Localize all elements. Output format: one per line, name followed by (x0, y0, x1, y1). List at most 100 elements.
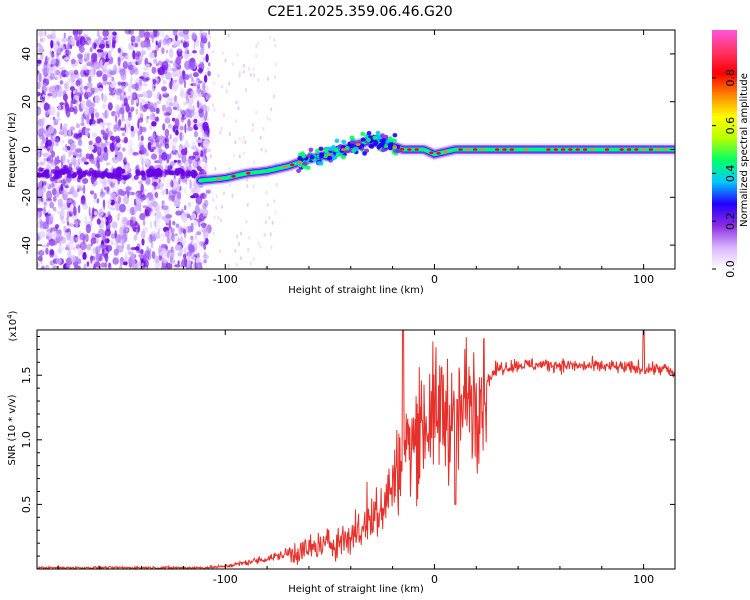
noise-blob (142, 71, 146, 79)
noise-blob (135, 99, 139, 104)
noise-blob (155, 63, 159, 67)
noise-blob (154, 191, 159, 198)
faint-blob (260, 147, 263, 152)
cb-tick-label: 0.4 (724, 165, 737, 183)
noise-blob (140, 50, 144, 58)
noise-blob (173, 198, 181, 208)
faint-blob (203, 105, 206, 110)
noise-blob (115, 187, 119, 195)
noise-blob (207, 136, 210, 144)
noise-blob (75, 92, 81, 96)
faint-blob (227, 263, 230, 268)
noise-blob (133, 205, 141, 212)
faint-blob (238, 136, 241, 141)
noise-blob (130, 98, 135, 106)
faint-blob (252, 122, 254, 127)
faint-blob (269, 232, 272, 237)
noise-blob (77, 248, 82, 257)
ridge-core (216, 177, 222, 181)
noise-blob (198, 63, 203, 69)
noise-blob (168, 123, 172, 129)
noise-blob (126, 203, 131, 214)
noise-blob (37, 222, 41, 228)
noise-blob (112, 31, 117, 36)
noise-blob (120, 222, 124, 226)
noise-band-blob (43, 170, 49, 176)
noise-blob (143, 128, 146, 133)
noise-blob (101, 92, 104, 101)
faint-blob (259, 135, 262, 140)
noise-blob (104, 109, 109, 119)
noise-blob (149, 105, 154, 113)
noise-blob (90, 159, 96, 164)
noise-blob (160, 243, 166, 249)
noise-blob (187, 126, 194, 132)
noise-blob (153, 93, 158, 100)
ridge-blob (334, 138, 340, 143)
noise-blob (63, 188, 68, 195)
noise-blob (100, 121, 103, 128)
noise-blob (173, 136, 179, 143)
noise-blob (115, 215, 120, 219)
noise-blob (71, 71, 74, 78)
noise-blob (145, 260, 149, 268)
noise-blob (164, 243, 168, 250)
ridge-core (392, 145, 397, 149)
noise-blob (125, 185, 131, 195)
snr-ytick-label: 0.5 (20, 496, 33, 514)
noise-blob (61, 155, 66, 165)
noise-blob (39, 250, 44, 255)
noise-blob (196, 139, 203, 143)
noise-blob (180, 36, 183, 44)
ridge-blob (384, 139, 390, 144)
noise-blob (62, 127, 68, 137)
noise-blob (173, 159, 177, 163)
faint-blob (237, 106, 240, 111)
noise-blob (117, 47, 122, 54)
faint-blob (222, 191, 225, 196)
noise-blob (159, 30, 165, 38)
noise-blob (80, 84, 83, 92)
noise-blob (55, 70, 61, 81)
noise-blob (132, 60, 136, 66)
noise-blob (64, 49, 72, 56)
noise-blob (187, 108, 195, 118)
noise-blob (207, 62, 211, 67)
noise-blob (106, 262, 109, 266)
faint-blob (274, 210, 277, 215)
noise-blob (37, 81, 41, 90)
noise-blob (183, 205, 187, 211)
spec-ytick-label: 0 (20, 146, 33, 153)
noise-blob (123, 228, 129, 238)
noise-blob (117, 195, 122, 204)
noise-blob (136, 266, 143, 269)
noise-blob (102, 73, 108, 82)
noise-blob (171, 232, 175, 242)
noise-blob (46, 139, 52, 147)
noise-blob (138, 180, 143, 185)
noise-blob (134, 82, 139, 92)
noise-blob (149, 220, 152, 230)
noise-blob (69, 126, 76, 131)
noise-blob (51, 188, 57, 196)
snr-ytick-label: 1.0 (20, 431, 33, 449)
noise-blob (190, 212, 197, 221)
noise-blob (69, 211, 74, 217)
noise-blob (86, 261, 90, 267)
noise-blob (171, 181, 174, 188)
noise-blob (155, 206, 160, 212)
noise-blob (50, 30, 57, 38)
ridge-blob (308, 147, 314, 152)
noise-blob (134, 246, 140, 251)
noise-blob (184, 186, 187, 195)
noise-blob (188, 244, 195, 253)
noise-blob (67, 36, 71, 46)
noise-blob (139, 213, 146, 221)
noise-blob (169, 134, 172, 140)
noise-blob (161, 152, 168, 161)
noise-blob (165, 71, 172, 80)
ridge-blob (300, 151, 305, 156)
noise-blob (152, 131, 156, 141)
noise-blob (179, 131, 182, 142)
noise-blob (117, 88, 125, 94)
